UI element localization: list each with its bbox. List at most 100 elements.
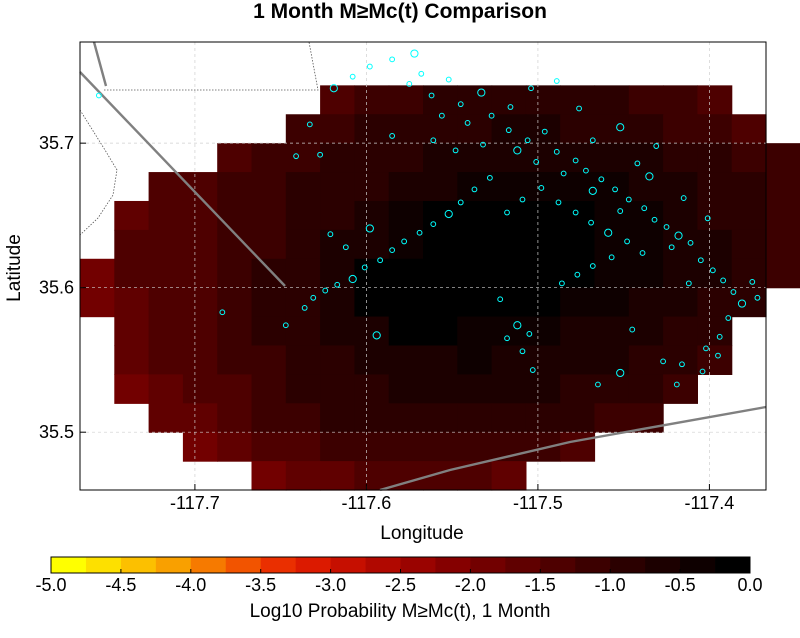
heatmap-cell [663,258,698,289]
colorbar-tick-label: -0.5 [665,575,696,595]
heatmap-cell [285,287,321,318]
heatmap-cell [491,229,527,260]
earthquake-marker [716,333,723,340]
earthquake-marker [641,205,648,212]
heatmap-cell [594,374,630,404]
heatmap-cell [217,200,253,231]
heatmap-cells [80,85,800,491]
earthquake-marker [444,209,453,219]
colorbar-label: Log10 Probability M≥Mc(t), 1 Month [250,601,551,622]
heatmap-cell [491,461,527,491]
earthquake-marker [651,216,658,223]
heatmap-cell [217,345,253,375]
heatmap-cell [80,287,115,318]
colorbar-swatch [435,557,471,573]
heatmap-cell [388,143,424,173]
earthquake-marker [653,143,660,149]
heatmap-cell [354,287,390,318]
heatmap-cell [594,287,630,318]
colorbar-tick-label: -3.0 [315,575,346,595]
colorbar-swatch [85,557,122,573]
fault-line-northwest [79,71,286,287]
heatmap-cell [594,143,630,173]
heatmap-cell [525,374,561,404]
heatmap-cell [697,258,733,289]
earthquake-marker [327,231,334,238]
earthquake-marker [428,92,435,99]
heatmap-cell [457,229,493,260]
heatmap-cell [320,461,355,491]
heatmap-cell [217,258,253,289]
heatmap-cell [354,432,390,462]
heatmap-cell [457,114,493,144]
heatmap-cell [388,316,424,347]
heatmap-cell [560,229,596,260]
heatmap-cell [628,85,664,115]
heatmap-cell [182,374,218,404]
colorbar-swatch [155,557,192,573]
heatmap-cell [354,85,390,115]
earthquake-marker [629,326,636,333]
heatmap-cell [354,258,390,289]
colorbar-tick-label: -2.0 [455,575,486,595]
earthquake-marker [389,56,396,63]
earthquake-marker [301,305,308,311]
heatmap-cell [217,403,253,433]
earthquake-marker [529,367,536,373]
heatmap-cell [525,258,561,289]
earthquake-marker [668,244,675,251]
earthquake-marker [342,244,349,251]
heatmap-cell [491,114,527,144]
earthquake-marker [555,199,562,206]
earthquake-marker [612,186,618,193]
heatmap-cell [663,316,698,347]
heatmap-cell [663,143,698,173]
colorbar-swatch [365,557,401,573]
earthquake-marker [389,133,396,139]
heatmap-cell [423,114,458,144]
colorbar-tick-label: -4.5 [105,575,136,595]
earthquake-marker [452,147,459,154]
heatmap-cell [457,287,493,318]
earthquake-marker [507,104,514,110]
heatmap-cell [628,316,664,347]
heatmap-cell [354,229,390,260]
earthquake-marker [616,123,625,132]
heatmap-cell [251,316,287,347]
heatmap-cell [182,316,218,347]
earthquake-marker [679,361,685,368]
colorbar-tick-label: -1.5 [525,575,556,595]
colorbar-swatch [295,557,331,573]
heatmap-cell [285,432,321,462]
heatmap-cell [320,374,355,404]
heatmap-cell [285,461,321,491]
heatmap-cell [251,287,287,318]
heatmap-cell [491,258,527,289]
heatmap-cell [114,316,150,347]
heatmap-cell [320,316,355,347]
earthquake-marker [559,280,565,287]
heatmap-cell [560,172,596,202]
heatmap-cell [388,287,424,318]
heatmap-cell [320,143,355,173]
heatmap-cell [114,200,150,231]
earthquake-marker [598,176,605,183]
earthquake-marker [725,315,732,321]
earthquake-marker [477,88,486,97]
heatmap-cell [354,461,390,491]
y-tick-label: 35.5 [39,422,74,442]
heatmap-cell [251,432,287,462]
heatmap-cell [182,200,218,231]
heatmap-cell [423,316,458,347]
earthquake-marker [553,78,560,84]
earthquake-marker [553,148,560,155]
heatmap-cell [663,345,698,375]
earthquake-marker [349,73,356,80]
heatmap-cell [354,143,390,173]
earthquake-marker [680,195,687,201]
heatmap-cell [594,403,630,433]
earthquake-marker [663,224,670,230]
heatmap-cell [560,345,596,375]
earthquake-marker [430,137,437,144]
heatmap-cell [731,229,767,260]
